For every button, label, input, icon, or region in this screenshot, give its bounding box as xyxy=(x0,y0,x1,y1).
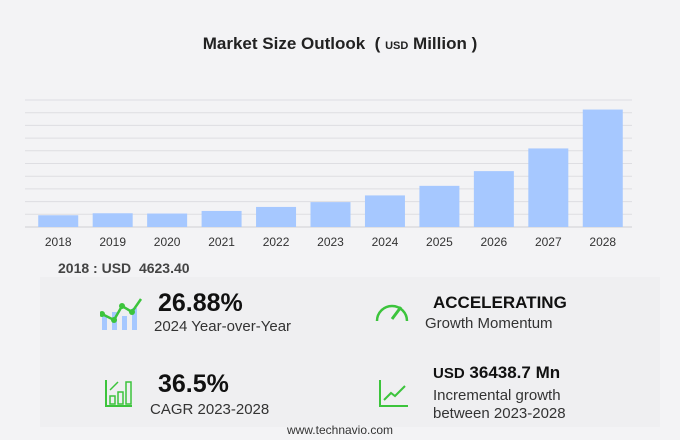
cagr-value: 36.5% xyxy=(158,370,229,398)
incremental-label-line1: Incremental growth xyxy=(433,387,561,404)
trend-line-icon xyxy=(379,380,408,407)
bar-2028 xyxy=(582,109,623,227)
bar-2026 xyxy=(473,171,514,227)
incremental-label-line2: between 2023-2028 xyxy=(433,405,566,422)
x-tick-label: 2022 xyxy=(263,235,290,249)
kpi-panel xyxy=(40,277,660,427)
unit-prefix: USD xyxy=(385,40,409,52)
bar-2024 xyxy=(364,195,405,227)
incremental-label: Incremental growth between 2023-2028 xyxy=(433,387,566,423)
base-year-value: 2018 : USD 4623.40 xyxy=(58,260,190,276)
momentum-label: Growth Momentum xyxy=(425,315,553,332)
speedometer-icon xyxy=(375,304,409,322)
bar-growth-icon xyxy=(105,380,132,407)
footer-url[interactable]: www.technavio.com xyxy=(286,423,394,437)
yoy-value: 26.88% xyxy=(158,289,243,317)
x-tick-label: 2026 xyxy=(481,235,508,249)
bar-2021 xyxy=(201,210,242,227)
cagr-label: CAGR 2023-2028 xyxy=(150,401,270,418)
incremental-number: 36438.7 Mn xyxy=(469,363,561,382)
x-tick-label: 2018 xyxy=(45,235,72,249)
momentum-value: ACCELERATING xyxy=(433,293,567,312)
growth-chart-icon xyxy=(100,298,143,330)
bar-chart: 2018 2019 2020 2021 2022 2023 2024 2025 2026 2027… xyxy=(25,99,632,249)
bar-2027 xyxy=(528,148,569,227)
incremental-value: USD 36438.7 Mn xyxy=(433,363,560,383)
x-tick-label: 2025 xyxy=(426,235,453,249)
x-tick-label: 2023 xyxy=(317,235,344,249)
x-tick-label: 2027 xyxy=(535,235,562,249)
base-year-number: 4623.40 xyxy=(138,260,190,276)
base-year-label: 2018 : USD xyxy=(58,260,132,276)
title-text: Market Size Outlook xyxy=(202,34,366,53)
x-tick-label: 2020 xyxy=(154,235,181,249)
x-tick-label: 2024 xyxy=(372,235,399,249)
yoy-label: 2024 Year-over-Year xyxy=(154,318,292,335)
x-tick-label: 2028 xyxy=(589,235,616,249)
chart-title: Market Size Outlook ( USD Million ) xyxy=(202,34,478,53)
incremental-prefix: USD xyxy=(433,365,465,382)
x-tick-label: 2021 xyxy=(208,235,235,249)
unit: Million xyxy=(413,34,467,53)
bar-2018 xyxy=(38,215,79,227)
bar-2022 xyxy=(256,206,297,227)
x-tick-label: 2019 xyxy=(99,235,126,249)
bar-2025 xyxy=(419,185,460,227)
bar-2020 xyxy=(147,213,188,227)
bar-2019 xyxy=(92,213,133,227)
bar-2023 xyxy=(310,202,351,227)
